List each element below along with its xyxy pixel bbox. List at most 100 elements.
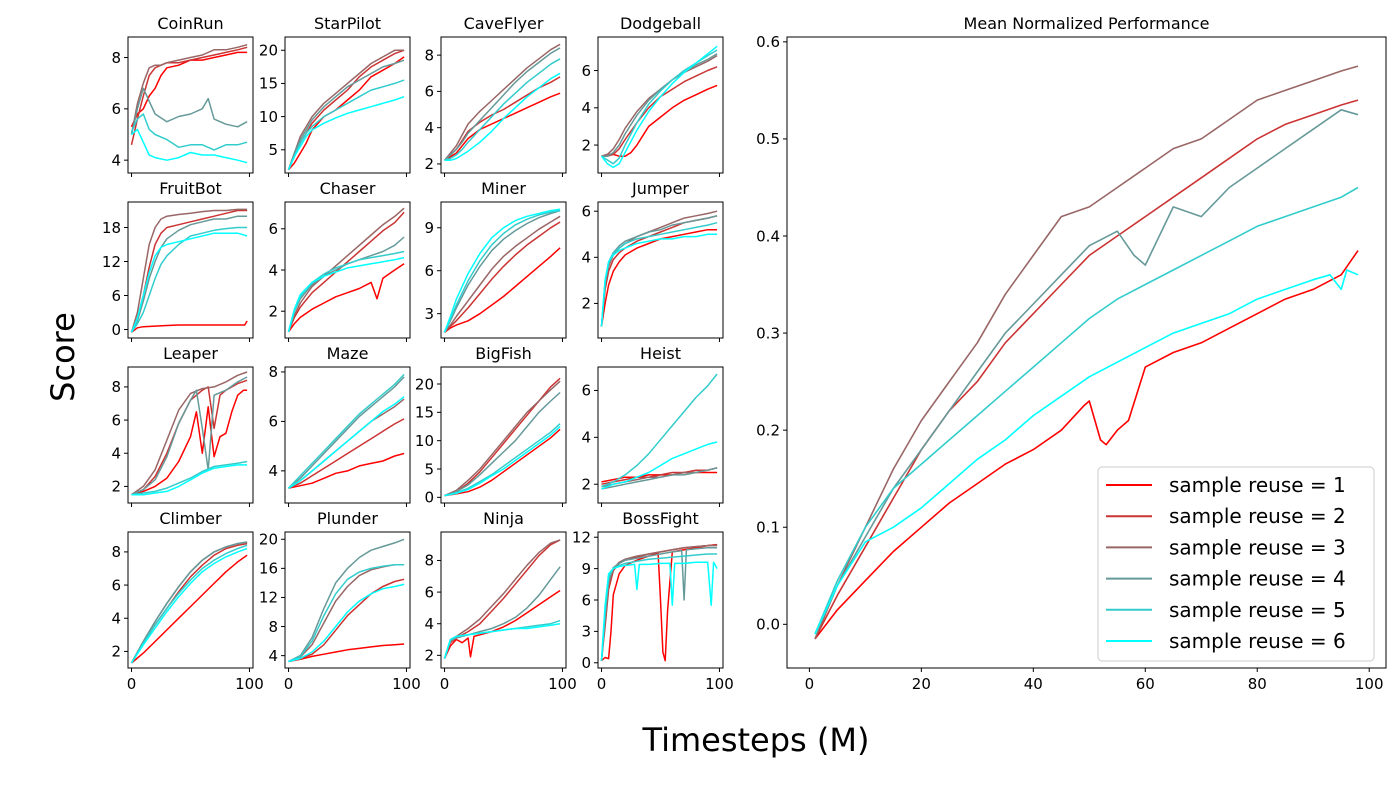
- subplot-leaper-series-group: [131, 371, 248, 496]
- subplot-maze-ytick-label-8: 8: [268, 363, 278, 381]
- subplot-fruitbot-ytick-label-0: 0: [111, 321, 121, 339]
- subplot-caveflyer: CaveFlyer 2 4 6 8: [424, 14, 567, 177]
- legend-label-6: sample reuse = 6: [1169, 629, 1346, 653]
- subplot-caveflyer-series-sample-reuse-1: [444, 92, 561, 161]
- subplot-ninja-frame: [440, 531, 567, 669]
- subplot-climber-series-sample-reuse-1: [131, 554, 248, 664]
- subplot-heist-series-sample-reuse-4: [601, 467, 718, 490]
- subplot-plunder-series-sample-reuse-6: [288, 583, 405, 663]
- subplot-maze-series-group: [287, 373, 405, 489]
- mean-plot-xtick-label-100: 100: [1355, 675, 1384, 693]
- subplot-coinrun-ytick-label-4: 4: [111, 151, 121, 169]
- subplot-climber-title: Climber: [159, 509, 222, 528]
- subplot-maze-series-sample-reuse-4: [288, 376, 405, 489]
- subplot-miner-ytick-label-3: 3: [424, 305, 434, 323]
- subplot-dodgeball-series-sample-reuse-6: [600, 45, 718, 169]
- subplot-bossfight-series-sample-reuse-4: [600, 546, 718, 661]
- subplot-jumper-title: Jumper: [631, 179, 689, 198]
- subplot-plunder-series-sample-reuse-1: [288, 643, 405, 663]
- subplot-caveflyer-series-sample-reuse-4: [443, 47, 561, 161]
- subplot-coinrun-series-sample-reuse-6: [131, 128, 248, 164]
- mean-plot-ytick-label-0-2: 0.2: [756, 421, 780, 439]
- subplot-leaper-ytick-label-8: 8: [111, 378, 121, 396]
- subplot-plunder: Plunder 4 8 12 16 20 0 100: [259, 509, 421, 693]
- subplot-chaser-series-group: [287, 207, 405, 333]
- subplot-jumper-series-group: [600, 210, 718, 327]
- subplot-chaser-frame: [284, 201, 411, 339]
- subplot-miner-ytick-label-9: 9: [424, 219, 434, 237]
- mean-plot-series-sample-reuse-1: [814, 250, 1359, 640]
- subplot-coinrun-ytick-label-6: 6: [111, 100, 121, 118]
- subplot-jumper-series-sample-reuse-1: [600, 228, 718, 327]
- subplot-chaser-series-sample-reuse-3: [287, 207, 405, 333]
- subplot-caveflyer-ytick-label-6: 6: [424, 83, 434, 101]
- subplot-dodgeball-frame: [597, 36, 724, 174]
- subplot-bossfight-series-sample-reuse-5: [600, 553, 718, 661]
- subplot-fruitbot-series-sample-reuse-1: [131, 320, 248, 333]
- subplot-climber-ytick-label-6: 6: [111, 576, 121, 594]
- subplot-leaper-ytick-label-2: 2: [111, 478, 121, 496]
- subplot-bigfish-series-sample-reuse-1: [444, 428, 561, 497]
- mean-plot-series-sample-reuse-4: [814, 109, 1359, 635]
- subplot-starpilot-ytick-label-10: 10: [259, 108, 278, 126]
- subplot-bossfight-series-sample-reuse-3: [600, 544, 718, 661]
- subplot-caveflyer-series-group: [443, 43, 561, 162]
- subplot-miner-series-sample-reuse-3: [443, 215, 561, 333]
- subplot-plunder-xtick-label-100: 100: [392, 675, 421, 693]
- subplot-miner-series-sample-reuse-2: [443, 221, 561, 333]
- subplot-maze-series-sample-reuse-2: [288, 418, 405, 489]
- subplot-leaper-series-sample-reuse-5: [131, 460, 248, 496]
- subplot-bossfight-title: BossFight: [622, 509, 699, 528]
- subplot-chaser-ytick-label-6: 6: [268, 220, 278, 238]
- figure-xlabel: Timesteps (M): [642, 721, 870, 759]
- subplot-ninja-title: Ninja: [483, 509, 524, 528]
- subplot-jumper-series-sample-reuse-6: [600, 233, 718, 327]
- subplot-fruitbot-frame: [127, 201, 254, 339]
- subplot-plunder-ytick-label-8: 8: [268, 618, 278, 636]
- subplot-bossfight-frame: [597, 531, 724, 669]
- subplot-dodgeball-ytick-label-2: 2: [581, 136, 591, 154]
- subplot-plunder-series-sample-reuse-4: [288, 538, 405, 663]
- subplot-leaper-ytick-label-6: 6: [111, 411, 121, 429]
- subplot-starpilot-series-sample-reuse-5: [287, 79, 405, 171]
- subplot-climber-xtick-label-100: 100: [235, 675, 264, 693]
- subplot-climber-series-group: [130, 541, 248, 664]
- subplot-bigfish-series-sample-reuse-3: [444, 380, 561, 497]
- subplot-maze-series-sample-reuse-5: [287, 373, 405, 489]
- subplot-climber-series-sample-reuse-4: [130, 541, 248, 664]
- subplot-starpilot: StarPilot 5 10 15 20: [259, 14, 411, 177]
- subplot-coinrun-series-sample-reuse-3: [130, 43, 248, 135]
- subplot-chaser-series-sample-reuse-5: [287, 250, 405, 333]
- subplot-climber: Climber 2 4 6 8 0 100: [111, 509, 263, 693]
- subplot-fruitbot-series-sample-reuse-4: [130, 215, 248, 333]
- subplot-caveflyer-ytick-label-8: 8: [424, 46, 434, 64]
- subplot-fruitbot-series-sample-reuse-6: [130, 232, 248, 333]
- subplot-leaper-series-sample-reuse-6: [131, 464, 248, 496]
- subplot-bossfight: BossFight 0 3 6 9 12 0 100: [572, 509, 734, 693]
- subplot-chaser-ytick-label-2: 2: [268, 302, 278, 320]
- subplot-plunder-ytick-label-4: 4: [268, 647, 278, 665]
- subplot-starpilot-frame: [284, 36, 411, 174]
- subplot-leaper: Leaper 2 4 6 8: [111, 344, 254, 507]
- subplot-dodgeball-series-group: [600, 45, 718, 169]
- legend-label-1: sample reuse = 1: [1169, 473, 1346, 497]
- plots-layer: CoinRun468StarPilot5101520CaveFlyer2468D…: [102, 14, 1387, 693]
- subplot-dodgeball-series-sample-reuse-4: [601, 53, 718, 157]
- subplot-coinrun-series-sample-reuse-4: [130, 87, 248, 135]
- subplot-bossfight-series-sample-reuse-6: [600, 561, 718, 661]
- subplot-leaper-series-sample-reuse-1: [131, 389, 248, 496]
- subplot-plunder-frame: [284, 531, 411, 669]
- subplot-dodgeball-series-sample-reuse-1: [601, 84, 718, 157]
- subplot-plunder-ytick-label-20: 20: [259, 531, 278, 549]
- legend-label-5: sample reuse = 5: [1169, 598, 1346, 622]
- subplot-climber-frame: [127, 531, 254, 669]
- subplot-climber-ytick-label-2: 2: [111, 643, 121, 661]
- subplot-coinrun-series-sample-reuse-2: [130, 46, 248, 145]
- subplot-bigfish-ytick-label-20: 20: [415, 375, 434, 393]
- subplot-maze-ytick-label-4: 4: [268, 462, 278, 480]
- subplot-bigfish: BigFish 0 5 10 15 20: [415, 344, 567, 507]
- subplot-leaper-series-sample-reuse-3: [131, 371, 248, 496]
- subplot-climber-ytick-label-8: 8: [111, 543, 121, 561]
- subplot-ninja-ytick-label-2: 2: [424, 647, 434, 665]
